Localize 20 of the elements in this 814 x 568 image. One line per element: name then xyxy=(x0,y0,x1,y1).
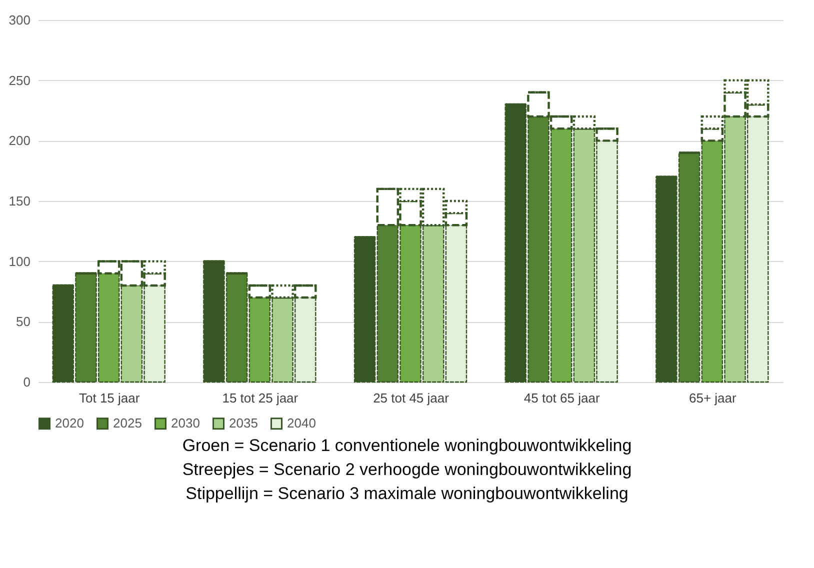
y-tick-label: 50 xyxy=(16,314,30,330)
legend-label: 2040 xyxy=(287,416,316,431)
y-tick-label: 0 xyxy=(23,374,30,390)
y-tick-label: 150 xyxy=(8,194,30,208)
y-tick-label: 250 xyxy=(8,72,30,88)
y-tick-label: 100 xyxy=(8,254,30,269)
text: Stippellijn = Scenario 3 maximale woningbouwontwikkeling xyxy=(184,483,630,505)
legend-label: 2035 xyxy=(229,416,258,431)
x-tick-label: Tot 15 jaar xyxy=(78,390,140,406)
text: Groen = Scenario 1 conventionele woningbouwontwikkeling xyxy=(181,435,633,457)
x-tick-label: 45 tot 65 jaar xyxy=(524,390,600,406)
y-tick-label: 200 xyxy=(8,133,30,148)
legend-label: 2020 xyxy=(55,416,84,431)
legend-label: 2030 xyxy=(171,416,200,431)
x-tick-label: 65+ jaar xyxy=(688,390,737,406)
legend-label: 2025 xyxy=(113,416,142,431)
text: Streepjes = Scenario 2 verhoogde woningbouwontwikkeling xyxy=(181,459,633,481)
y-tick-label: 300 xyxy=(8,12,30,28)
x-tick-label: 15 tot 25 jaar xyxy=(222,390,299,406)
x-tick-label: 25 tot 45 jaar xyxy=(373,390,450,406)
